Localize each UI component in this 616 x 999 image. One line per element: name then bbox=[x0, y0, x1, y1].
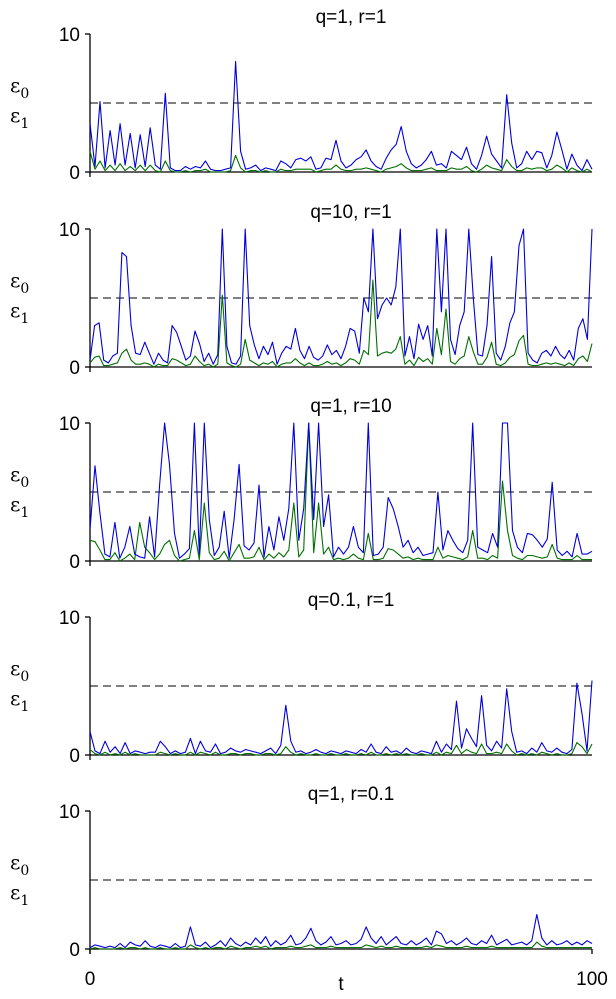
series-line-blue bbox=[89, 680, 593, 755]
y-axis-label: ε0 bbox=[10, 656, 29, 685]
series-line-green bbox=[89, 422, 592, 562]
y-tick-label: 0 bbox=[69, 358, 80, 379]
x-tick-label: 100 bbox=[576, 969, 608, 990]
panel-title: q=1, r=10 bbox=[310, 396, 391, 417]
panel-title: q=1, r=1 bbox=[316, 7, 387, 28]
series-line-green bbox=[89, 151, 593, 173]
y-tick-label: 10 bbox=[59, 220, 80, 241]
x-tick-label: 0 bbox=[85, 969, 96, 990]
y-axis-label: ε1 bbox=[10, 103, 29, 132]
series-line-blue bbox=[89, 61, 593, 172]
panel-title: q=0.1, r=1 bbox=[308, 590, 395, 611]
y-tick-label: 0 bbox=[69, 552, 80, 573]
panel-title: q=10, r=1 bbox=[310, 202, 391, 223]
y-tick-label: 0 bbox=[69, 163, 80, 184]
y-tick-label: 0 bbox=[69, 746, 80, 767]
series-line-green bbox=[89, 279, 593, 368]
series-line-blue bbox=[89, 422, 593, 559]
y-axis-label: ε1 bbox=[10, 880, 29, 909]
y-axis-label: ε1 bbox=[10, 492, 29, 521]
y-tick-label: 10 bbox=[59, 608, 80, 629]
y-axis-label: ε0 bbox=[10, 462, 29, 491]
y-axis-label: ε0 bbox=[10, 850, 29, 879]
y-axis-label: ε0 bbox=[10, 73, 29, 102]
series-line-green bbox=[89, 742, 593, 756]
x-axis-label: t bbox=[338, 974, 344, 995]
y-tick-label: 10 bbox=[59, 802, 80, 823]
series-line-green bbox=[89, 941, 592, 950]
y-axis-label: ε0 bbox=[10, 268, 29, 297]
series-line-blue bbox=[89, 228, 593, 365]
y-tick-label: 0 bbox=[69, 940, 80, 961]
y-tick-label: 10 bbox=[59, 25, 80, 46]
y-axis-label: ε1 bbox=[10, 686, 29, 715]
panel-title: q=1, r=0.1 bbox=[308, 784, 395, 805]
y-axis-label: ε1 bbox=[10, 298, 29, 327]
y-tick-label: 10 bbox=[59, 414, 80, 435]
series-line-blue bbox=[89, 913, 593, 949]
